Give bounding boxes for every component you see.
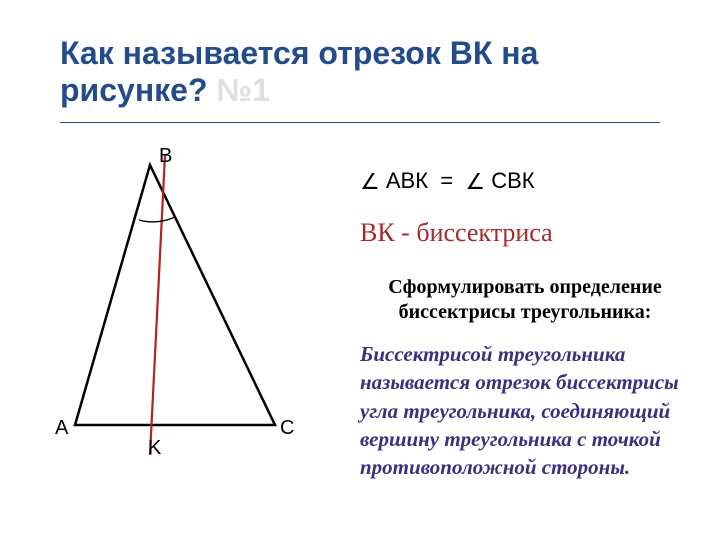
definition-text: Биссектрисой треугольника называется отр… <box>360 340 680 482</box>
vertex-label-a: A <box>55 417 68 440</box>
angle-arc <box>139 217 175 222</box>
triangle-shape <box>75 165 275 425</box>
bisector-line <box>150 155 165 455</box>
angle-equals: = <box>440 168 453 193</box>
angle-equation: ∠ АВК = ∠ СВК <box>360 168 535 194</box>
task-text: Сформулировать определение биссектрисы т… <box>370 275 680 325</box>
triangle-diagram: A B C K <box>55 155 325 505</box>
slide: Как называется отрезок ВК на рисунке? №1… <box>0 0 720 540</box>
title-mark: №1 <box>216 72 269 108</box>
angle-symbol-icon: ∠ <box>465 169 485 195</box>
title-line1: Как называется отрезок ВК на <box>60 35 538 71</box>
angle-right: СВК <box>491 168 534 193</box>
vertex-label-b: B <box>159 145 172 168</box>
vertex-label-c: C <box>280 417 294 440</box>
angle-symbol-icon: ∠ <box>360 169 380 195</box>
slide-title: Как называется отрезок ВК на рисунке? №1 <box>60 35 620 109</box>
angle-left: АВК <box>386 168 428 193</box>
answer-text: ВК - биссектриса <box>360 218 553 248</box>
title-line2: рисунке? <box>60 72 208 108</box>
title-underline <box>60 122 660 123</box>
vertex-label-k: K <box>148 437 161 460</box>
